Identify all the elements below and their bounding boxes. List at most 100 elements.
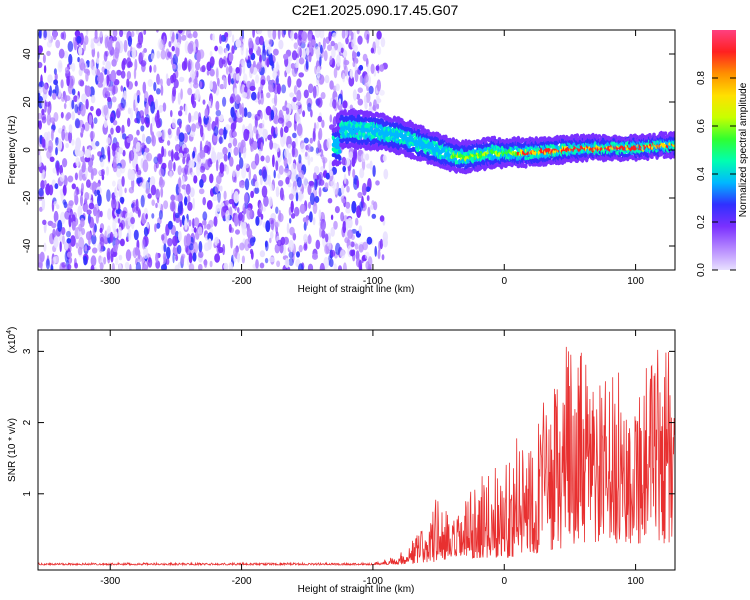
spectrogram-noise-cell [64, 95, 71, 102]
spectrogram-noise-cell [295, 135, 298, 147]
spectrogram-noise-cell [367, 206, 371, 217]
spectrogram-noise-cell [322, 158, 326, 169]
spectrogram-noise-cell [92, 247, 98, 254]
spectrogram-noise-cell [322, 37, 326, 50]
spectrogram-noise-cell [250, 250, 254, 260]
spectrogram-noise-cell [265, 105, 272, 116]
spectrogram-noise-cell [160, 187, 164, 198]
spectrogram-noise-cell [55, 137, 59, 146]
spectrogram-noise-cell [158, 104, 164, 113]
spectrogram-noise-cell [99, 262, 104, 270]
spectrogram-noise-cell [64, 210, 71, 220]
spectrogram-noise-cell [318, 209, 322, 220]
spectrogram-noise-cell [296, 89, 302, 102]
spectrogram-noise-cell [260, 92, 265, 105]
spectrogram-noise-cell [266, 75, 271, 82]
spectrogram-noise-cell [72, 36, 76, 47]
spectrogram-noise-cell [302, 217, 307, 223]
spectrogram-noise-cell [316, 121, 319, 129]
spectrogram-noise-cell [256, 30, 263, 35]
spectrogram-noise-cell [201, 64, 206, 73]
spectrogram-noise-cell [259, 250, 266, 258]
spectrogram-noise-cell [39, 206, 43, 212]
spectrogram-noise-cell [202, 211, 208, 221]
spectrogram-noise-cell [298, 72, 305, 78]
spectrogram-noise-cell [184, 196, 188, 206]
spectrogram-noise-cell [288, 193, 294, 201]
spectrogram-noise-cell [243, 192, 249, 204]
spectrogram-noise-cell [39, 30, 43, 39]
spectrogram-noise-cell [126, 137, 132, 144]
spectrogram-noise-cell [111, 262, 115, 270]
spectrogram-noise-cell [175, 254, 179, 262]
spectrogram-noise-cell [231, 34, 235, 43]
spectrogram-noise-cell [342, 72, 346, 83]
spectrogram-noise-cell [150, 53, 155, 60]
spectrogram-noise-cell [85, 98, 89, 110]
spectrogram-noise-cell [270, 219, 275, 231]
spectrogram-noise-cell [137, 95, 140, 104]
spectrogram-noise-cell [306, 55, 310, 62]
snr-frame [37, 329, 676, 571]
spectrogram-noise-cell [252, 140, 258, 150]
spectrogram-noise-cell [170, 110, 173, 118]
spectrogram-noise-cell [215, 159, 219, 172]
spectrogram-noise-field [38, 30, 389, 270]
spectrogram-noise-cell [268, 39, 273, 46]
spectrogram-noise-cell [182, 156, 186, 165]
spectrogram-noise-cell [222, 96, 227, 107]
spectrogram-noise-cell [320, 218, 327, 231]
spectrogram-noise-cell [65, 142, 69, 149]
spectrogram-noise-cell [212, 195, 218, 202]
colorbar-tick-label: 0.8 [696, 71, 707, 85]
spectrogram-noise-cell [214, 45, 219, 52]
spectrogram-noise-cell [83, 68, 90, 74]
spectrogram-noise-cell [99, 227, 103, 233]
spectrogram-noise-cell [116, 69, 122, 76]
spectrogram-noise-cell [283, 167, 289, 173]
snr-y-tick-label: 1 [22, 491, 33, 497]
spectrogram-noise-cell [63, 102, 67, 110]
spectrogram-noise-cell [223, 190, 227, 200]
spectrogram-noise-cell [136, 129, 140, 136]
spectrogram-noise-cell [290, 200, 294, 213]
spectrogram-noise-cell [345, 207, 351, 214]
spectrogram-noise-cell [373, 99, 377, 112]
spectrogram-noise-cell [143, 226, 149, 237]
spectrogram-noise-cell [78, 223, 83, 232]
spectrogram-noise-cell [198, 251, 204, 258]
spectrogram-noise-cell [97, 243, 101, 251]
spectrogram-noise-cell [137, 209, 141, 218]
spectrogram-noise-cell [357, 191, 363, 199]
spectrogram-y-tick-label: 20 [22, 96, 33, 108]
spectrogram-noise-cell [266, 92, 271, 99]
spectrogram-noise-cell [335, 83, 340, 92]
spectrogram-noise-cell [327, 198, 333, 204]
spectrogram-noise-cell [176, 63, 182, 71]
spectrogram-noise-cell [215, 100, 220, 111]
spectrogram-noise-cell [114, 231, 118, 239]
spectrogram-noise-cell [183, 147, 189, 154]
spectrogram-noise-cell [219, 34, 222, 44]
spectrogram-noise-cell [107, 208, 112, 221]
spectrogram-noise-cell [52, 167, 58, 174]
spectrogram-noise-cell [104, 36, 108, 49]
spectrogram-noise-cell [174, 264, 180, 270]
spectrogram-noise-cell [129, 150, 135, 161]
spectrogram-noise-cell [219, 162, 225, 174]
spectrogram-noise-cell [292, 104, 299, 111]
spectrogram-noise-cell [64, 66, 70, 74]
spectrogram-noise-cell [173, 151, 180, 161]
spectrogram-noise-cell [310, 109, 313, 118]
spectrogram-noise-cell [107, 41, 113, 49]
spectrogram-noise-cell [227, 73, 231, 86]
spectrogram-noise-cell [329, 258, 334, 268]
spectrogram-noise-cell [134, 58, 138, 71]
spectrogram-noise-cell [335, 242, 341, 255]
spectrogram-noise-cell [253, 125, 258, 134]
spectrogram-noise-cell [189, 81, 193, 89]
spectrogram-noise-cell [213, 126, 219, 137]
spectrogram-y-axis-label: Frequency (Hz) [7, 116, 18, 185]
spectrogram-noise-cell [91, 154, 95, 161]
spectrogram-noise-cell [347, 229, 353, 239]
